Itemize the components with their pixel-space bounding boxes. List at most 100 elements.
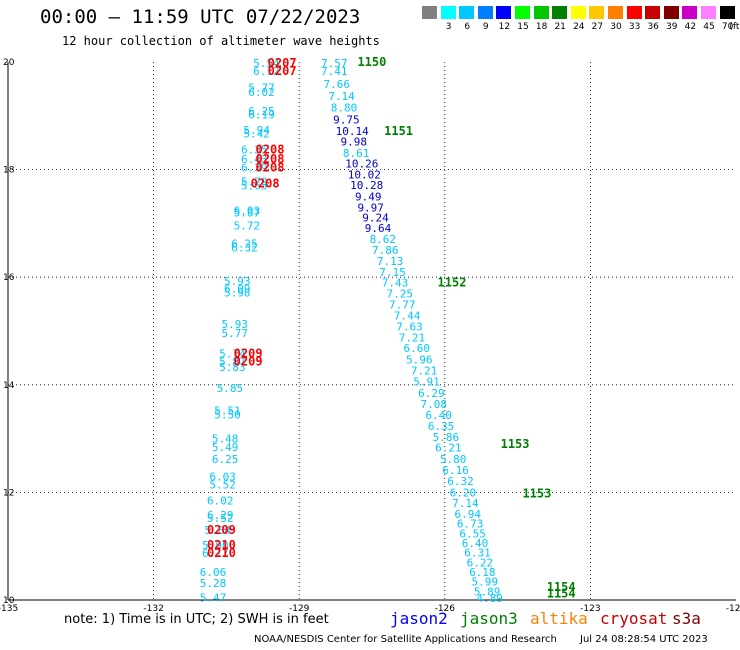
x-tick-label: -126 <box>435 604 456 614</box>
legend-swatch <box>682 6 698 19</box>
legend-swatch <box>552 6 568 19</box>
wave-height-label: 5.86 <box>433 431 460 444</box>
wave-height-label: 6.29 <box>418 387 445 400</box>
wave-height-label: 6.02 <box>248 86 274 99</box>
pass-id-label: 1153 <box>522 486 551 500</box>
legend-swatch <box>459 6 475 19</box>
y-tick-label: 14 <box>3 381 15 391</box>
wave-height-label: 6.32 <box>231 242 258 255</box>
pass-id-label: 1153 <box>501 437 530 451</box>
pass-id-label: 0209 <box>207 523 236 537</box>
wave-height-label: 6.03 <box>234 204 261 217</box>
legend-label: 21 <box>554 22 566 32</box>
wave-height-label: 5.93 <box>224 275 251 288</box>
pass-id-label: 0208 <box>256 143 285 157</box>
wave-height-label: 5.49 <box>212 441 239 454</box>
wave-height-label: 6.06 <box>200 566 227 579</box>
wave-height-label: 9.49 <box>355 191 382 204</box>
x-tick-label: -120 <box>726 604 740 614</box>
wave-height-label: 6.94 <box>455 508 482 521</box>
x-tick-label: -129 <box>289 604 310 614</box>
pass-id-label: 1150 <box>357 55 386 69</box>
pass-id-label: 0207 <box>268 56 297 70</box>
y-tick-label: 20 <box>3 58 15 68</box>
wave-height-label: 10.02 <box>348 168 381 181</box>
wave-height-label: 7.21 <box>411 364 438 377</box>
wave-height-label: 6.40 <box>462 537 489 550</box>
footer-timestamp: Jul 24 08:28:54 UTC 2023 <box>580 634 708 645</box>
legend-label: 15 <box>517 22 529 32</box>
wave-height-label: 6.25 <box>231 237 258 250</box>
y-tick-label: 16 <box>3 273 15 283</box>
wave-height-label: 6.21 <box>435 442 462 455</box>
legend-swatch <box>440 6 456 19</box>
legend-swatch <box>570 6 586 19</box>
legend-swatch <box>701 6 716 19</box>
legend-label: 27 <box>591 22 604 32</box>
wave-height-label: 5.42 <box>243 128 269 141</box>
legend-swatch <box>626 6 642 19</box>
wave-height-label: 5.77 <box>248 81 274 94</box>
wave-height-label: 5.72 <box>234 220 261 233</box>
wave-height-label: 7.25 <box>387 287 414 300</box>
chart-title: 00:00 – 11:59 UTC 07/22/2023 <box>40 6 361 28</box>
wave-height-label: 5.84 <box>205 524 232 537</box>
legend-swatch <box>608 6 623 19</box>
wave-height-label: 7.43 <box>382 277 409 290</box>
wave-height-label: 6.35 <box>241 144 268 157</box>
wave-height-label: 6.12 <box>253 65 279 78</box>
wave-height-label: 10.14 <box>336 125 369 138</box>
wave-height-label: 6.73 <box>457 518 484 531</box>
wave-height-label: 5.89 <box>474 585 501 598</box>
legend-swatch <box>496 6 512 19</box>
wave-height-label: 5.87 <box>219 356 246 369</box>
pass-id-label: 1154 <box>547 580 576 594</box>
pass-id-label: 0210 <box>207 538 236 552</box>
wave-height-label: 5.91 <box>413 376 440 389</box>
wave-height-label: 5.65 <box>241 180 268 193</box>
wave-height-label: 5.51 <box>214 405 241 418</box>
wave-height-label: 7.13 <box>377 255 404 268</box>
wave-height-label: 5.54 <box>253 57 280 70</box>
legend-label: 18 <box>535 22 548 32</box>
pass-id-label: 0210 <box>207 546 236 560</box>
wave-height-label: 7.77 <box>389 299 416 312</box>
wave-height-label: 9.97 <box>357 201 384 214</box>
legend-label: 9 <box>482 22 489 32</box>
legend-swatch <box>477 6 493 19</box>
wave-height-label: 7.63 <box>396 321 423 334</box>
wave-height-label: 5.93 <box>222 318 249 331</box>
legend-label: 36 <box>647 22 659 32</box>
wave-height-label: 6.35 <box>428 420 455 433</box>
wave-height-label: 6.09 <box>224 282 251 295</box>
wave-height-label: 5.74 <box>219 348 246 361</box>
wave-height-label: 5.52 <box>207 512 234 525</box>
legend-label: 33 <box>628 22 641 32</box>
wave-height-label: 6.39 <box>241 161 268 174</box>
satellite-label-cryosat: cryosat <box>600 609 668 628</box>
satellite-label-jason2: jason2 <box>390 609 448 628</box>
wave-height-label: 7.15 <box>379 266 406 279</box>
wave-height-label: 9.64 <box>365 222 392 235</box>
wave-height-label: 6.31 <box>464 547 491 560</box>
pass-id-label: 1152 <box>438 276 467 290</box>
pass-id-label: 1154 <box>547 587 576 601</box>
wave-height-label: 6.32 <box>447 475 474 488</box>
pass-id-label: 1151 <box>384 124 413 138</box>
wave-height-label: 7.14 <box>328 90 355 103</box>
wave-height-label: 6.60 <box>404 342 431 355</box>
wave-height-label: 5.80 <box>440 453 467 466</box>
wave-height-label: 6.02 <box>207 494 234 507</box>
wave-height-label: 6.25 <box>212 453 239 466</box>
wave-height-label: 5.83 <box>219 361 246 374</box>
wave-height-label: 7.86 <box>372 244 399 257</box>
legend-unit: (ft) <box>729 22 740 32</box>
wave-height-label: 4.89 <box>476 592 503 605</box>
wave-height-label: 6.17 <box>202 547 229 560</box>
pass-id-label: 0207 <box>268 64 297 78</box>
wave-height-label: 7.66 <box>323 78 350 91</box>
legend-swatch <box>515 6 530 19</box>
wave-height-label: 7.41 <box>321 65 348 78</box>
x-tick-label: -123 <box>580 604 600 614</box>
